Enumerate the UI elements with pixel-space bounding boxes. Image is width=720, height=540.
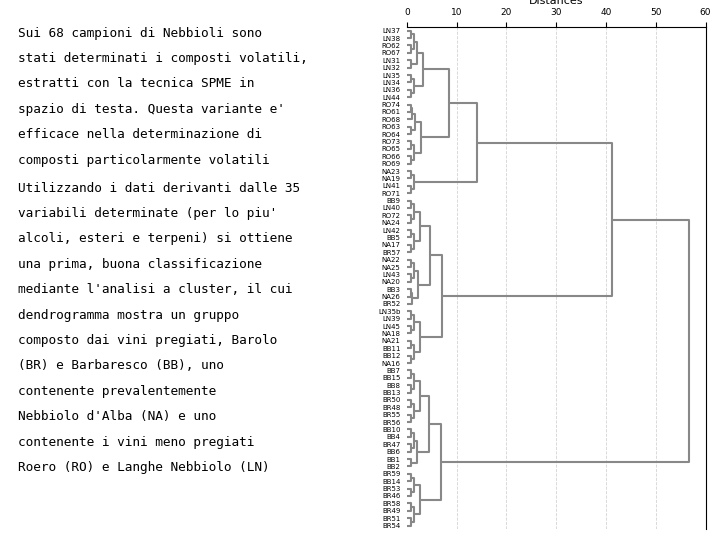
Text: composto dai vini pregiati, Barolo: composto dai vini pregiati, Barolo <box>19 334 278 347</box>
Text: una prima, buona classificazione: una prima, buona classificazione <box>19 258 262 271</box>
Text: Sui 68 campioni di Nebbioli sono: Sui 68 campioni di Nebbioli sono <box>19 26 262 39</box>
Text: Roero (RO) e Langhe Nebbiolo (LN): Roero (RO) e Langhe Nebbiolo (LN) <box>19 461 270 474</box>
Text: contenente prevalentemente: contenente prevalentemente <box>19 385 217 398</box>
Text: spazio di testa. Questa variante e': spazio di testa. Questa variante e' <box>19 103 285 116</box>
Text: Utilizzando i dati derivanti dalle 35: Utilizzando i dati derivanti dalle 35 <box>19 181 300 194</box>
Text: efficace nella determinazione di: efficace nella determinazione di <box>19 128 262 141</box>
Text: composti particolarmente volatili: composti particolarmente volatili <box>19 153 270 166</box>
Text: contenente i vini meno pregiati: contenente i vini meno pregiati <box>19 436 255 449</box>
Text: dendrogramma mostra un gruppo: dendrogramma mostra un gruppo <box>19 309 240 322</box>
Text: variabili determinate (per lo piu': variabili determinate (per lo piu' <box>19 207 278 220</box>
Text: (BR) e Barbaresco (BB), uno: (BR) e Barbaresco (BB), uno <box>19 360 225 373</box>
Text: stati determinati i composti volatili,: stati determinati i composti volatili, <box>19 52 308 65</box>
Text: Nebbiolo d'Alba (NA) e uno: Nebbiolo d'Alba (NA) e uno <box>19 410 217 423</box>
Text: alcoli, esteri e terpeni) si ottiene: alcoli, esteri e terpeni) si ottiene <box>19 232 293 245</box>
Title: Distances: Distances <box>529 0 583 6</box>
Text: mediante l'analisi a cluster, il cui: mediante l'analisi a cluster, il cui <box>19 284 293 296</box>
Text: estratti con la tecnica SPME in: estratti con la tecnica SPME in <box>19 77 255 90</box>
